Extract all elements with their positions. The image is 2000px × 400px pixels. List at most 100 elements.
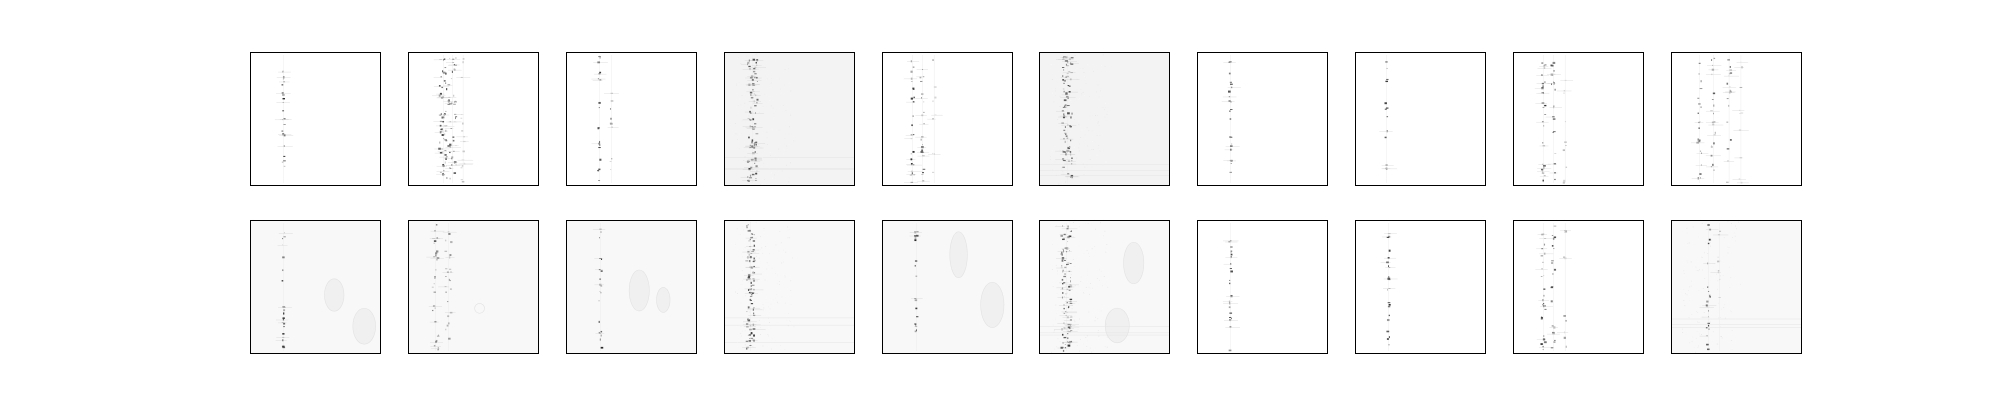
panel-noise <box>1702 257 1703 258</box>
panel-speckle <box>1709 294 1711 297</box>
panel-noise <box>745 348 747 350</box>
panel-noise <box>740 331 742 332</box>
panel-noise <box>1716 249 1718 251</box>
panel-speckle <box>751 126 753 127</box>
panel-speckle <box>1070 230 1073 232</box>
panel-noise <box>1060 305 1061 307</box>
panel-speckle <box>1066 73 1069 74</box>
panel-speckle <box>1384 136 1387 139</box>
panel-noise <box>1728 247 1730 248</box>
panel-noise <box>1067 292 1069 294</box>
panel-noise <box>1724 304 1726 306</box>
panel-noise <box>761 157 763 159</box>
panel-noise <box>1066 162 1068 164</box>
panel-speckle <box>752 118 755 121</box>
panel-speckle <box>1061 288 1064 290</box>
panel-noise <box>1099 150 1101 152</box>
panel-speckle <box>1553 106 1555 109</box>
panel-speckle <box>1542 85 1544 88</box>
panel-speckle <box>751 233 753 235</box>
panel-noise <box>756 171 757 173</box>
panel-speckle <box>1700 106 1702 109</box>
panel-speckle <box>1064 104 1067 107</box>
panel-noise <box>757 329 759 331</box>
panel-speckle <box>444 250 448 252</box>
panel-speckle <box>443 58 446 61</box>
panel-noise <box>1065 242 1067 244</box>
panel-noise <box>1101 65 1103 66</box>
panel-noise <box>1107 286 1109 288</box>
panel-speckle <box>444 154 447 156</box>
panel-background <box>725 221 854 353</box>
panel-noise <box>743 141 745 143</box>
panel-speckle <box>747 117 750 119</box>
panel-noise <box>739 98 741 100</box>
panel-noise <box>790 299 792 301</box>
panel-speckle <box>911 172 913 174</box>
panel-speckle <box>755 61 757 64</box>
panel-speckle <box>1228 100 1231 103</box>
panel-speckle <box>609 108 612 110</box>
panel-speckle <box>751 234 754 235</box>
panel-noise <box>746 136 748 138</box>
panel-speckle <box>1230 295 1233 298</box>
panel-noise <box>1708 319 1710 320</box>
panel-speckle <box>1540 255 1544 257</box>
panel-speckle <box>1714 131 1716 134</box>
panel-noise <box>767 333 769 335</box>
panel-noise <box>1714 299 1716 301</box>
panel-noise <box>762 247 764 249</box>
panel-noise <box>762 151 764 152</box>
panel-noise <box>1099 279 1100 281</box>
panel-noise <box>755 53 757 55</box>
panel-noise <box>781 238 783 240</box>
panel-speckle <box>1543 175 1546 177</box>
panel-noise <box>781 255 783 256</box>
panel-noise <box>735 98 737 100</box>
panel-noise <box>1086 132 1088 134</box>
panel-noise <box>1088 311 1090 313</box>
panel-noise <box>783 249 784 251</box>
panel-speckle <box>1062 79 1064 81</box>
panel-noise <box>786 145 788 147</box>
panel-speckle <box>1706 300 1709 303</box>
panel-noise <box>1727 252 1729 254</box>
panel-speckle <box>1069 298 1073 300</box>
panel-noise <box>1721 337 1723 339</box>
panel-noise <box>1078 147 1080 149</box>
panel-speckle <box>1066 65 1069 67</box>
panel-speckle <box>282 94 285 96</box>
panel-speckle <box>1388 336 1390 339</box>
panel-speckle <box>753 334 755 337</box>
panel-speckle <box>753 259 756 262</box>
panel-speckle <box>1729 69 1733 72</box>
panel-noise <box>768 335 770 337</box>
panel-speckle <box>1542 261 1544 263</box>
panel-noise <box>778 78 780 80</box>
panel-speckle <box>598 73 601 75</box>
panel-noise <box>1696 267 1698 269</box>
panel-speckle <box>752 91 755 92</box>
panel-speckle <box>442 116 445 119</box>
panel-speckle <box>910 60 912 63</box>
panel-noise <box>1685 342 1687 344</box>
panel-speckle <box>1060 234 1064 237</box>
panel-speckle <box>446 88 448 91</box>
panel-speckle <box>450 271 452 273</box>
panel-noise <box>780 91 782 93</box>
panel-speckle <box>752 260 755 263</box>
panel-speckle <box>448 99 450 101</box>
panel-noise <box>771 338 773 340</box>
panel-speckle <box>444 161 446 164</box>
panel-speckle <box>754 142 757 145</box>
panel-speckle <box>282 333 285 335</box>
panel-speckle <box>461 130 464 132</box>
panel-noise <box>767 78 768 80</box>
panel-noise <box>1102 235 1104 237</box>
panel-speckle <box>1229 312 1233 314</box>
panel-speckle <box>447 315 450 318</box>
panel-speckle <box>1229 319 1232 322</box>
panel-speckle <box>283 124 286 125</box>
panel-speckle <box>755 94 757 97</box>
panel-noise <box>1070 274 1072 276</box>
